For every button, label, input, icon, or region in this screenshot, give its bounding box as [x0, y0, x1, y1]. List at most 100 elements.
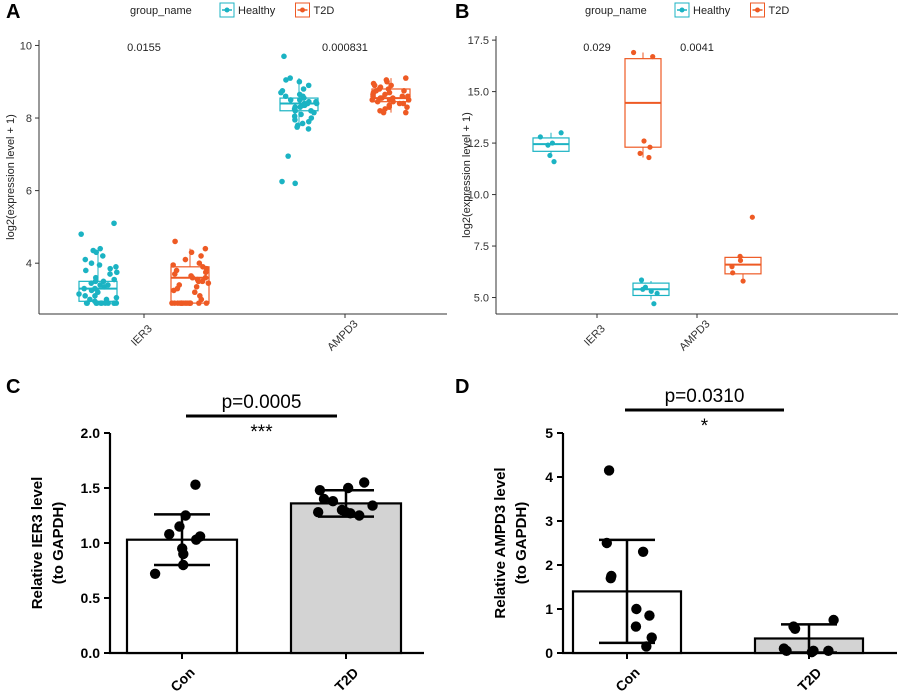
legend-key-dot [755, 7, 760, 13]
data-point [312, 507, 324, 518]
y-tick-label: 10.0 [468, 190, 489, 202]
data-point [823, 645, 834, 656]
data-point [111, 300, 118, 306]
legend-entry: T2D [769, 5, 790, 17]
y-tick-label: 12.5 [468, 138, 489, 150]
data-point [199, 278, 206, 285]
legend-key-box [750, 2, 765, 18]
data-point [100, 278, 107, 285]
data-point [279, 178, 285, 185]
data-point [737, 257, 744, 264]
data-point [186, 300, 192, 306]
data-point [190, 534, 202, 545]
data-point [305, 118, 312, 125]
data-point [84, 300, 90, 306]
y-tick-label: 1.0 [81, 535, 101, 551]
data-point [88, 287, 95, 294]
data-point [285, 153, 291, 159]
y-tick-label: 1 [545, 601, 553, 617]
data-point [647, 144, 653, 150]
data-point [327, 496, 339, 507]
data-point [297, 104, 303, 110]
x-tick-label: Con [612, 664, 643, 695]
x-tick-label: T2D [331, 664, 361, 694]
data-point [189, 274, 196, 281]
legend-key-dot [679, 7, 685, 13]
data-point [281, 53, 287, 60]
data-point [102, 300, 109, 306]
data-point [78, 231, 84, 237]
panel-d-barchart: 0 1 2 3 4 5 Relative AMPD3 level (to GAPDH) Con T… [492, 386, 897, 695]
data-point [549, 140, 555, 146]
data-point [654, 290, 660, 297]
data-point [650, 53, 656, 60]
y-axis-title: log2(expression level + 1) [5, 114, 17, 240]
data-point [97, 245, 104, 252]
legend-title: group_name [130, 5, 192, 17]
data-point [164, 529, 175, 540]
data-point [828, 614, 839, 626]
data-point [729, 264, 735, 270]
data-point [202, 269, 209, 276]
data-point [174, 521, 185, 532]
data-point [111, 276, 118, 283]
data-point [178, 548, 189, 560]
data-point [203, 300, 210, 306]
data-point [190, 479, 201, 490]
p-value-label: p=0.0310 [665, 386, 745, 407]
data-point [92, 293, 98, 299]
data-point [292, 180, 298, 187]
significance-stars: *** [250, 422, 273, 443]
data-point [384, 78, 390, 85]
data-point [296, 78, 303, 85]
data-point [313, 100, 320, 107]
p-value-label: 0.029 [583, 42, 611, 54]
data-point [551, 159, 557, 165]
data-point [195, 278, 202, 285]
data-point [537, 134, 543, 140]
legend-key-box [674, 2, 690, 18]
data-point [299, 120, 306, 127]
significance-stars: * [701, 416, 709, 437]
data-point [641, 641, 652, 652]
data-point [202, 245, 209, 252]
panel-letter-b: B [455, 1, 469, 23]
data-point [740, 278, 746, 284]
data-point [640, 286, 646, 292]
y-tick-label: 5.0 [474, 293, 489, 305]
y-tick-label: 5 [545, 425, 553, 441]
data-point [101, 283, 107, 290]
data-point [781, 645, 792, 656]
x-tick-label: Con [167, 664, 198, 695]
y-tick-label: 6 [26, 186, 32, 198]
data-point [305, 126, 312, 132]
data-point [318, 493, 330, 505]
data-point [171, 271, 178, 277]
data-point [191, 289, 198, 296]
data-point [76, 291, 82, 297]
data-point [287, 75, 293, 81]
data-point [83, 267, 89, 274]
data-point [386, 89, 393, 96]
y-axis-title: log2(expression level + 1) [461, 112, 473, 238]
data-point [278, 89, 284, 96]
panel-b-boxplot: 5.0 7.5 10.0 12.5 15.0 17.5 log2(expression le… [461, 2, 898, 354]
x-tick-label: AMPD3 [677, 318, 712, 353]
legend-key-dot [300, 7, 305, 13]
data-point [367, 500, 378, 511]
data-point [82, 256, 89, 263]
data-point [170, 262, 176, 268]
data-point [371, 82, 378, 89]
data-point [111, 220, 117, 227]
y-tick-label: 8 [26, 113, 32, 125]
data-point [545, 142, 551, 148]
x-tick-label: T2D [794, 664, 824, 694]
data-point [314, 485, 326, 496]
data-point [149, 568, 161, 579]
data-point [646, 154, 652, 161]
data-point [390, 98, 396, 105]
p-value-label: 0.0041 [680, 42, 714, 54]
data-point [92, 278, 99, 285]
data-point [172, 238, 178, 245]
